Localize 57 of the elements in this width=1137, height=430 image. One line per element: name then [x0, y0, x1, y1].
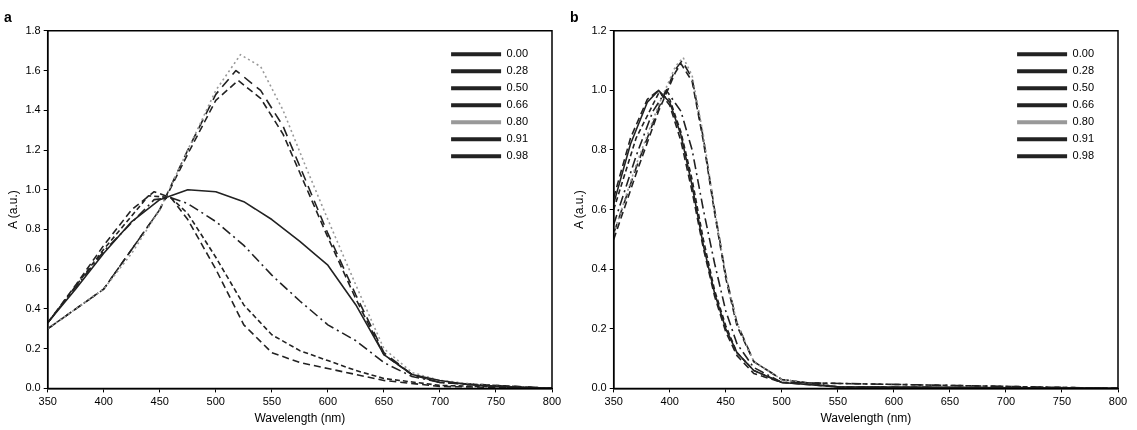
y-tick-label: 0.4: [591, 262, 607, 275]
x-tick-label: 350: [38, 395, 57, 408]
y-tick-label: 1.6: [25, 63, 41, 76]
x-tick-label: 500: [772, 395, 791, 408]
x-tick-label: 800: [542, 395, 562, 408]
legend-label: 0.98: [1072, 149, 1095, 162]
legend-label: 0.28: [506, 64, 529, 77]
x-tick-label: 700: [430, 395, 450, 408]
x-tick-label: 450: [150, 395, 169, 408]
y-tick-label: 1.2: [591, 23, 607, 36]
x-tick-label: 500: [206, 395, 225, 408]
x-tick-label: 650: [374, 395, 394, 408]
y-tick-label: 0.0: [591, 381, 607, 394]
x-tick-label: 450: [716, 395, 735, 408]
legend-label: 0.98: [506, 149, 529, 162]
chart-title: b: [570, 9, 579, 26]
x-tick-label: 700: [996, 395, 1016, 408]
y-tick-label: 1.0: [25, 182, 41, 195]
y-tick-label: 0.8: [591, 143, 607, 156]
y-tick-label: 0.2: [591, 321, 607, 334]
x-tick-label: 550: [828, 395, 848, 408]
y-tick-label: 0.6: [25, 262, 41, 275]
x-tick-label: 550: [262, 395, 282, 408]
y-axis-title: A (a.u.): [571, 190, 586, 229]
y-tick-label: 0.6: [591, 202, 607, 215]
x-tick-label: 750: [486, 395, 506, 408]
x-tick-label: 600: [318, 395, 338, 408]
y-tick-label: 1.0: [591, 83, 607, 96]
x-tick-label: 600: [884, 395, 904, 408]
x-axis-title: Wavelength (nm): [820, 411, 912, 426]
legend-label: 0.50: [1072, 81, 1095, 94]
x-tick-label: 800: [1108, 395, 1128, 408]
y-tick-label: 0.0: [25, 381, 41, 394]
legend-label: 0.91: [1072, 132, 1095, 145]
x-tick-label: 350: [604, 395, 623, 408]
legend-label: 0.50: [506, 81, 529, 94]
legend-label: 0.00: [1072, 47, 1095, 60]
legend-label: 0.28: [1072, 64, 1095, 77]
x-tick-label: 750: [1052, 395, 1072, 408]
legend-label: 0.66: [1072, 98, 1095, 111]
y-tick-label: 1.2: [25, 143, 41, 156]
x-tick-label: 650: [940, 395, 960, 408]
legend-label: 0.80: [1072, 115, 1095, 128]
y-tick-label: 1.8: [25, 23, 41, 36]
legend-label: 0.66: [506, 98, 529, 111]
y-axis-title: A (a.u.): [5, 190, 20, 229]
y-tick-label: 0.4: [25, 301, 41, 314]
y-tick-label: 0.2: [25, 341, 41, 354]
y-tick-label: 0.8: [25, 222, 41, 235]
x-tick-label: 400: [660, 395, 679, 408]
legend-label: 0.80: [506, 115, 529, 128]
chart-title: a: [4, 9, 12, 26]
legend-label: 0.91: [506, 132, 529, 145]
legend-label: 0.00: [506, 47, 529, 60]
y-tick-label: 1.4: [25, 103, 41, 116]
x-axis-title: Wavelength (nm): [254, 411, 346, 426]
x-tick-label: 400: [94, 395, 113, 408]
